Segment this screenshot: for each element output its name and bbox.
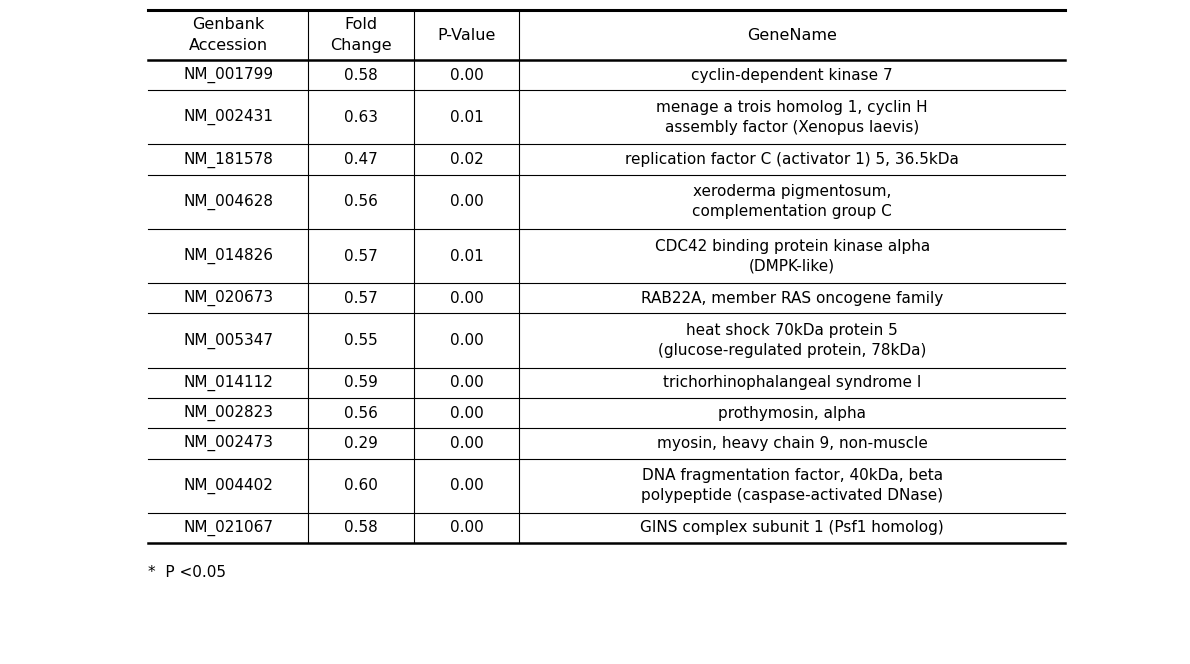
Text: 0.00: 0.00 (450, 478, 483, 493)
Text: NM_002473: NM_002473 (183, 436, 274, 452)
Text: NM_004628: NM_004628 (183, 194, 274, 210)
Text: NM_002431: NM_002431 (183, 110, 274, 125)
Text: 0.01: 0.01 (450, 248, 483, 264)
Text: cyclin-dependent kinase 7: cyclin-dependent kinase 7 (691, 68, 892, 82)
Text: 0.00: 0.00 (450, 406, 483, 420)
Text: NM_020673: NM_020673 (183, 290, 274, 306)
Text: Genbank
Accession: Genbank Accession (189, 17, 268, 53)
Text: 0.29: 0.29 (344, 436, 378, 451)
Text: RAB22A, member RAS oncogene family: RAB22A, member RAS oncogene family (641, 291, 944, 305)
Text: GINS complex subunit 1 (Psf1 homolog): GINS complex subunit 1 (Psf1 homolog) (640, 521, 944, 535)
Text: 0.00: 0.00 (450, 375, 483, 390)
Text: NM_181578: NM_181578 (183, 151, 274, 168)
Text: 0.00: 0.00 (450, 521, 483, 535)
Text: NM_014112: NM_014112 (183, 374, 274, 391)
Text: replication factor C (activator 1) 5, 36.5kDa: replication factor C (activator 1) 5, 36… (625, 152, 959, 167)
Text: 0.63: 0.63 (344, 110, 378, 125)
Text: GeneName: GeneName (747, 27, 837, 42)
Text: xeroderma pigmentosum,
complementation group C: xeroderma pigmentosum, complementation g… (693, 185, 892, 219)
Text: prothymosin, alpha: prothymosin, alpha (719, 406, 866, 420)
Text: 0.00: 0.00 (450, 195, 483, 209)
Text: Fold
Change: Fold Change (331, 17, 392, 53)
Text: 0.58: 0.58 (344, 521, 378, 535)
Text: 0.00: 0.00 (450, 68, 483, 82)
Text: NM_005347: NM_005347 (183, 333, 274, 349)
Text: 0.60: 0.60 (344, 478, 378, 493)
Text: 0.55: 0.55 (344, 333, 378, 348)
Text: myosin, heavy chain 9, non-muscle: myosin, heavy chain 9, non-muscle (657, 436, 928, 451)
Text: CDC42 binding protein kinase alpha
(DMPK-like): CDC42 binding protein kinase alpha (DMPK… (654, 238, 929, 274)
Text: 0.01: 0.01 (450, 110, 483, 125)
Text: NM_021067: NM_021067 (183, 520, 274, 536)
Text: 0.56: 0.56 (344, 195, 378, 209)
Text: *  P <0.05: * P <0.05 (148, 565, 226, 580)
Text: 0.00: 0.00 (450, 333, 483, 348)
Text: 0.02: 0.02 (450, 152, 483, 167)
Text: NM_004402: NM_004402 (183, 477, 274, 494)
Text: NM_001799: NM_001799 (183, 67, 274, 83)
Text: NM_014826: NM_014826 (183, 248, 274, 264)
Text: 0.00: 0.00 (450, 291, 483, 305)
Text: 0.57: 0.57 (344, 248, 378, 264)
Text: 0.58: 0.58 (344, 68, 378, 82)
Text: heat shock 70kDa protein 5
(glucose-regulated protein, 78kDa): heat shock 70kDa protein 5 (glucose-regu… (658, 323, 926, 358)
Text: 0.56: 0.56 (344, 406, 378, 420)
Text: menage a trois homolog 1, cyclin H
assembly factor (Xenopus laevis): menage a trois homolog 1, cyclin H assem… (657, 100, 928, 135)
Text: 0.47: 0.47 (344, 152, 378, 167)
Text: 0.59: 0.59 (344, 375, 378, 390)
Text: DNA fragmentation factor, 40kDa, beta
polypeptide (caspase-activated DNase): DNA fragmentation factor, 40kDa, beta po… (641, 468, 944, 503)
Text: 0.00: 0.00 (450, 436, 483, 451)
Text: trichorhinophalangeal syndrome I: trichorhinophalangeal syndrome I (663, 375, 921, 390)
Text: P-Value: P-Value (438, 27, 496, 42)
Text: 0.57: 0.57 (344, 291, 378, 305)
Text: NM_002823: NM_002823 (183, 405, 274, 421)
